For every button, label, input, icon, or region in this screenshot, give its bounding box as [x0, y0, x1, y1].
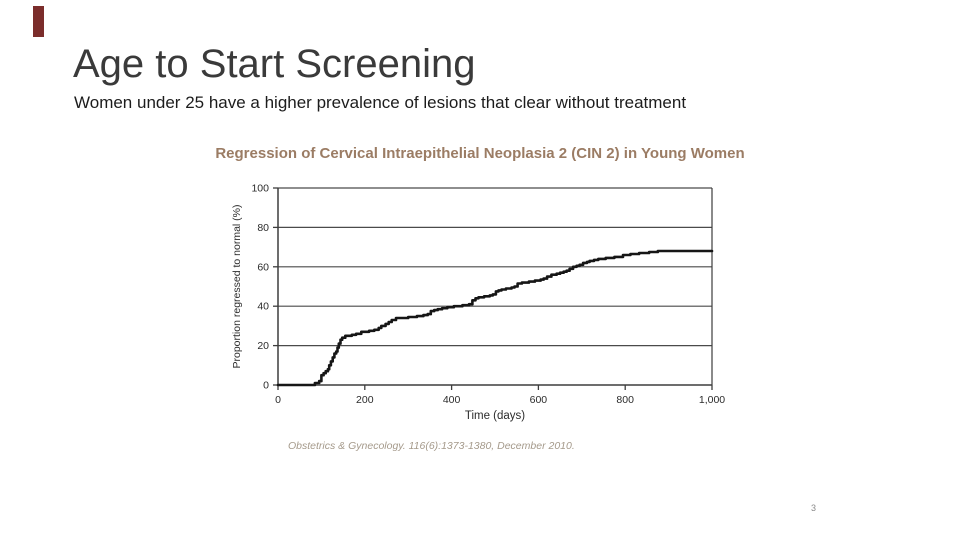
chart-title: Regression of Cervical Intraepithelial N…	[215, 145, 745, 162]
x-tick-label: 1,000	[699, 394, 725, 406]
x-tick-label: 600	[530, 394, 548, 406]
x-tick-label: 800	[616, 394, 634, 406]
y-tick-label: 0	[263, 380, 269, 392]
x-axis-label: Time (days)	[465, 410, 525, 422]
y-tick-label: 60	[257, 261, 269, 273]
y-tick-label: 80	[257, 222, 269, 234]
page-number: 3	[811, 503, 817, 513]
citation: Obstetrics & Gynecology. 116(6):1373-138…	[288, 440, 575, 452]
x-tick-label: 0	[275, 394, 281, 406]
regression-curve	[276, 249, 714, 387]
x-tick-label: 400	[443, 394, 461, 406]
accent-bar	[33, 6, 44, 37]
slide-title: Age to Start Screening	[73, 42, 476, 86]
y-tick-label: 100	[251, 183, 269, 195]
y-tick-label: 40	[257, 301, 269, 313]
y-tick-label: 20	[257, 340, 269, 352]
slide-subtitle: Women under 25 have a higher prevalence …	[74, 93, 687, 112]
x-tick-label: 200	[356, 394, 374, 406]
y-axis-label: Proportion regressed to normal (%)	[231, 205, 243, 369]
cin2-regression-chart: 0 20 40 60 80 100 0 200 400 600 800 1,000 Time (days…	[231, 183, 725, 423]
